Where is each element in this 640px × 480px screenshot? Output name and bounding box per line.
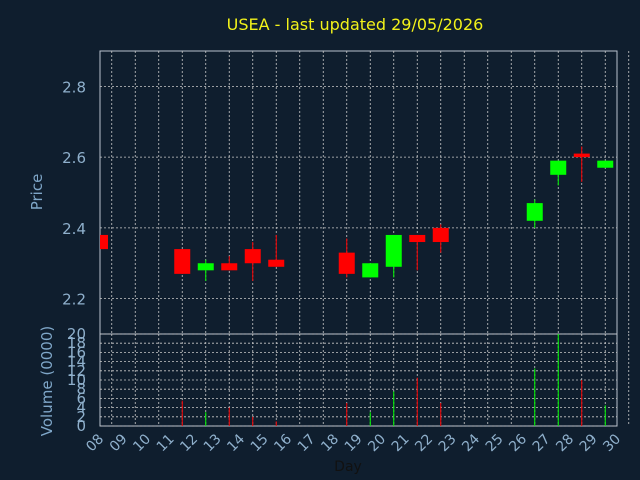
x-tick-label: 23: [436, 431, 460, 455]
volume-y-tick-label: 12: [67, 362, 86, 380]
x-tick-label: 08: [83, 431, 107, 455]
price-y-tick-labels: 2.2 2.4 2.6 2.8: [62, 78, 86, 308]
candle-body: [550, 160, 567, 175]
x-tick-label: 25: [483, 431, 507, 455]
candle-body: [573, 153, 590, 158]
candle-body: [362, 263, 379, 278]
volume-y-tick-label: 8: [76, 380, 86, 398]
x-tick-label: 18: [318, 431, 342, 455]
x-tick-label: 15: [248, 431, 272, 455]
x-tick-label: 16: [271, 431, 295, 455]
x-axis-label: Day: [334, 459, 362, 475]
x-tick-label: 09: [107, 431, 131, 455]
volume-y-axis-label: Volume (0000): [38, 326, 56, 436]
candles: [100, 146, 614, 281]
x-tick-labels: 08 09 10 11 12 13 14 15 16 17 18 19 20 21 22 23 24 25 26 27…: [83, 431, 624, 455]
price-y-tick-label: 2.4: [62, 220, 86, 238]
volume-y-tick-label: 16: [67, 343, 86, 361]
x-tick-label: 20: [365, 431, 389, 455]
candle-body: [409, 234, 426, 243]
x-tick-label: 10: [130, 431, 154, 455]
candle-body: [338, 252, 355, 274]
x-tick-label: 21: [389, 431, 413, 455]
x-tick-label: 28: [553, 431, 577, 455]
candle-body: [385, 234, 402, 267]
volume-y-tick-label: 14: [67, 353, 86, 371]
volume-y-tick-label: 20: [67, 325, 86, 343]
x-tick-label: 11: [154, 431, 178, 455]
volume-y-tick-label: 0: [76, 417, 86, 435]
price-y-axis-label: Price: [28, 174, 46, 211]
x-tick-label: 30: [600, 431, 624, 455]
volume-y-tick-label: 18: [67, 334, 86, 352]
volume-y-tick-label: 2: [76, 408, 86, 426]
price-y-tick-label: 2.2: [62, 291, 86, 309]
x-tick-label: 13: [201, 431, 225, 455]
price-panel-frame: [99, 50, 618, 335]
x-tick-label: 17: [295, 431, 319, 455]
candle-body: [432, 227, 449, 243]
volume-y-tick-label: 10: [67, 371, 86, 389]
candle-body: [100, 234, 108, 250]
price-grid: [100, 51, 630, 334]
volume-y-tick-label: 6: [76, 389, 86, 407]
candle-body: [174, 249, 191, 274]
candle-body: [221, 263, 238, 271]
volume-grid: [100, 333, 630, 427]
x-tick-label: 29: [577, 431, 601, 455]
x-tick-label: 19: [342, 431, 366, 455]
x-tick-label: 24: [459, 431, 483, 455]
x-tick-label: 14: [224, 431, 248, 455]
chart-title: USEA - last updated 29/05/2026: [227, 15, 484, 34]
x-tick-label: 27: [530, 431, 554, 455]
candle-body: [197, 263, 214, 271]
x-tick-label: 26: [506, 431, 530, 455]
volume-y-tick-label: 4: [76, 399, 86, 417]
price-y-tick-label: 2.6: [62, 149, 86, 167]
candle-body: [268, 259, 285, 267]
candle-body: [597, 160, 614, 168]
candle-body: [244, 249, 261, 264]
x-tick-label: 22: [412, 431, 436, 455]
candle-body: [526, 203, 543, 221]
x-tick-label: 12: [177, 431, 201, 455]
volume-bars: [181, 334, 606, 426]
price-y-tick-label: 2.8: [62, 78, 86, 96]
